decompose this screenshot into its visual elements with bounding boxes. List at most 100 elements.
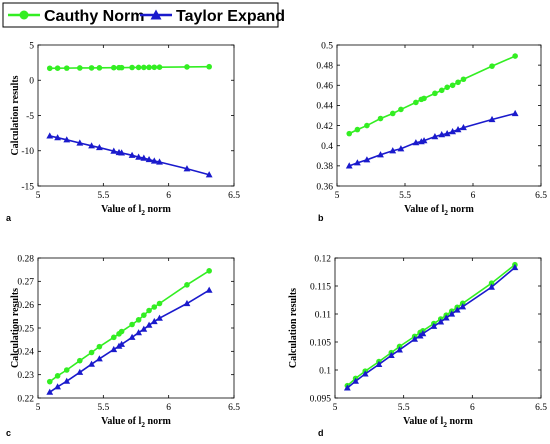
data-point-triangle bbox=[118, 340, 126, 347]
data-point-triangle bbox=[205, 171, 213, 178]
data-point-circle bbox=[156, 300, 163, 307]
data-point-circle bbox=[54, 373, 61, 379]
y-tick-label: 0.115 bbox=[310, 282, 331, 292]
axes-box bbox=[336, 44, 542, 187]
data-point-circle bbox=[63, 367, 70, 373]
data-point-circle bbox=[206, 268, 212, 274]
data-point-circle bbox=[151, 304, 158, 310]
data-point-triangle bbox=[140, 325, 148, 332]
data-point-triangle bbox=[110, 345, 118, 353]
x-axis-label-tail: norm bbox=[448, 204, 475, 215]
data-point-triangle bbox=[150, 157, 158, 164]
legend: Cauthy Norm Taylor Expand bbox=[2, 2, 285, 28]
data-point-circle bbox=[512, 53, 518, 59]
data-point-circle bbox=[54, 65, 61, 71]
x-axis-label-tail: norm bbox=[447, 416, 474, 427]
x-tick-label: 6.5 bbox=[535, 403, 547, 413]
data-point-circle bbox=[184, 282, 190, 288]
panel-letter: c bbox=[6, 428, 11, 438]
data-point-triangle bbox=[128, 151, 136, 158]
legend-marker-cauthy bbox=[19, 10, 29, 20]
panel-a: 5 5.5 6 6.5 -15 -10 -5 0 5 Value of l2 norm Calcul… bbox=[6, 41, 240, 223]
data-point-triangle bbox=[430, 322, 438, 329]
data-point-triangle bbox=[437, 318, 445, 325]
data-point-circle bbox=[354, 126, 361, 133]
y-tick-label: 0.26 bbox=[17, 301, 34, 311]
y-tick-label: -5 bbox=[26, 112, 34, 122]
data-point-circle bbox=[156, 64, 163, 71]
data-point-triangle bbox=[118, 149, 126, 156]
data-point-circle bbox=[206, 63, 212, 70]
data-point-triangle bbox=[63, 136, 71, 143]
x-tick-label: 5 bbox=[333, 403, 338, 413]
x-axis-label-main: Value of l bbox=[101, 416, 141, 427]
y-tick-label: -15 bbox=[21, 182, 34, 192]
data-point-triangle bbox=[128, 333, 136, 340]
y-axis-label: Calculation results bbox=[10, 75, 21, 155]
data-point-circle bbox=[141, 64, 147, 71]
data-point-triangle bbox=[511, 109, 519, 117]
panel-letter: d bbox=[318, 428, 324, 438]
data-point-triangle bbox=[183, 299, 191, 307]
x-axis-label-tail: norm bbox=[145, 204, 172, 215]
data-point-circle bbox=[129, 321, 135, 328]
y-tick-label: 0.27 bbox=[17, 278, 34, 288]
data-point-triangle bbox=[488, 283, 495, 290]
data-point-triangle bbox=[454, 126, 462, 133]
data-point-circle bbox=[88, 349, 95, 356]
x-tick-label: 6.5 bbox=[228, 403, 240, 413]
panel-d: 5 5.5 6 6.5 0.095 0.1 0.105 0.11 0.115 0.12 Value … bbox=[288, 254, 547, 438]
panel-c: 5 5.5 6 6.5 0.22 0.23 0.24 0.25 0.26 0.27 0.28 Valu… bbox=[6, 254, 240, 438]
data-point-triangle bbox=[63, 377, 71, 384]
data-point-triangle bbox=[145, 155, 153, 163]
y-tick-label: 0.5 bbox=[321, 41, 333, 51]
data-point-circle bbox=[151, 64, 158, 71]
data-point-triangle bbox=[411, 335, 419, 342]
data-point-triangle bbox=[88, 142, 95, 149]
axes-box bbox=[37, 257, 235, 399]
data-point-circle bbox=[63, 65, 70, 71]
data-point-circle bbox=[389, 110, 396, 117]
data-point-circle bbox=[432, 90, 438, 97]
x-tick-label: 6 bbox=[471, 191, 476, 201]
data-point-triangle bbox=[438, 131, 446, 138]
data-point-triangle bbox=[488, 115, 496, 123]
data-point-triangle bbox=[54, 383, 61, 390]
y-axis-label: Calculation results bbox=[288, 288, 299, 368]
x-axis-label-main: Value of l bbox=[404, 204, 444, 215]
series-cauthy-norm bbox=[46, 63, 212, 72]
data-point-circle bbox=[184, 64, 190, 70]
data-point-circle bbox=[146, 307, 152, 314]
x-axis-label: Value of l2 norm bbox=[101, 416, 171, 429]
data-point-circle bbox=[118, 328, 125, 335]
data-point-circle bbox=[46, 65, 53, 72]
data-point-triangle bbox=[76, 139, 84, 146]
data-point-triangle bbox=[361, 370, 369, 377]
data-point-triangle bbox=[352, 377, 359, 384]
data-point-circle bbox=[96, 65, 103, 71]
x-tick-label: 5 bbox=[335, 191, 340, 201]
data-point-triangle bbox=[442, 314, 450, 321]
data-point-triangle bbox=[431, 133, 439, 140]
data-point-circle bbox=[455, 79, 461, 86]
panel-letter: a bbox=[6, 213, 12, 223]
data-point-circle bbox=[110, 334, 117, 341]
series-taylor-expand bbox=[46, 286, 213, 395]
data-point-circle bbox=[46, 378, 53, 385]
data-point-triangle bbox=[110, 147, 118, 154]
data-point-circle bbox=[421, 95, 427, 102]
data-point-triangle bbox=[96, 355, 103, 362]
data-point-circle bbox=[413, 99, 419, 106]
data-point-triangle bbox=[459, 303, 467, 310]
axes-box bbox=[334, 257, 542, 399]
x-tick-label: 6 bbox=[166, 403, 171, 413]
x-axis-label: Value of l2 norm bbox=[403, 416, 473, 429]
legend-entry-cauthy: Cauthy Norm bbox=[8, 8, 144, 25]
data-point-circle bbox=[77, 65, 83, 71]
data-point-circle bbox=[88, 65, 95, 71]
data-point-triangle bbox=[389, 147, 397, 154]
data-point-triangle bbox=[54, 134, 61, 141]
data-point-triangle bbox=[156, 158, 163, 165]
x-tick-label: 6 bbox=[166, 191, 171, 201]
panel-letter: b bbox=[318, 213, 324, 223]
